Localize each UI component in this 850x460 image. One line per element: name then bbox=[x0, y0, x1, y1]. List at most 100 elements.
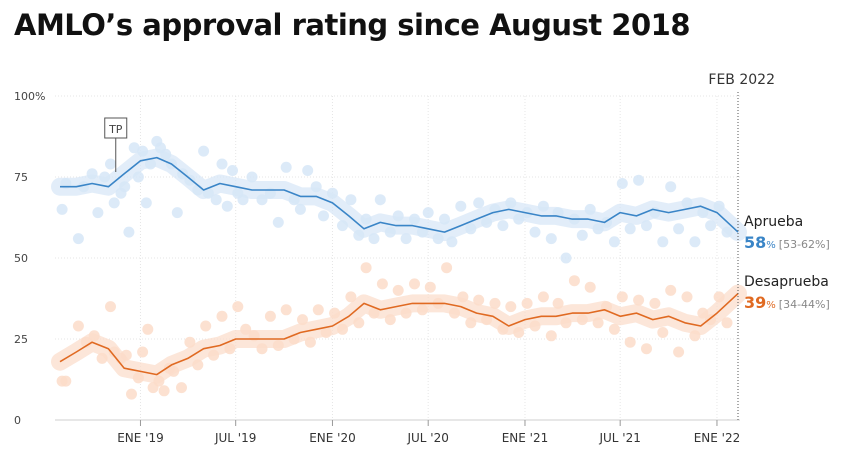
aprueba-point bbox=[221, 200, 233, 212]
desaprueba-point bbox=[689, 330, 701, 342]
desaprueba-point bbox=[697, 307, 709, 319]
marker-label: FEB 2022 bbox=[708, 72, 775, 88]
desaprueba-point bbox=[529, 320, 541, 332]
aprueba-point bbox=[198, 145, 210, 157]
desaprueba-point bbox=[120, 349, 132, 361]
desaprueba-point bbox=[392, 284, 404, 296]
aprueba-point bbox=[657, 236, 669, 248]
aprueba-point bbox=[432, 233, 444, 245]
desaprueba-latest-value: 39 bbox=[744, 293, 766, 312]
desaprueba-point bbox=[449, 307, 460, 319]
aprueba-point bbox=[689, 236, 701, 248]
desaprueba-point bbox=[673, 346, 685, 358]
aprueba-point bbox=[108, 197, 120, 209]
aprueba-point bbox=[409, 213, 420, 225]
desaprueba-point bbox=[168, 365, 180, 377]
aprueba-point bbox=[280, 161, 292, 173]
aprueba-point bbox=[592, 223, 604, 235]
aprueba-point bbox=[368, 233, 380, 245]
aprueba-line bbox=[60, 156, 739, 233]
desaprueba-point bbox=[353, 317, 365, 329]
desaprueba-point bbox=[184, 336, 196, 348]
x-tick-label: JUL '19 bbox=[214, 431, 256, 445]
desaprueba-point bbox=[360, 262, 372, 274]
desaprueba-point bbox=[552, 297, 564, 309]
desaprueba-point bbox=[200, 320, 212, 332]
desaprueba-point bbox=[158, 385, 170, 397]
aprueba-point bbox=[673, 223, 685, 235]
desaprueba-latest-range: [34-44%] bbox=[779, 298, 830, 311]
aprueba-point bbox=[641, 220, 652, 232]
desaprueba-point bbox=[665, 284, 677, 296]
aprueba-point bbox=[560, 252, 572, 264]
desaprueba-point bbox=[208, 349, 220, 361]
annotation-label: TP bbox=[108, 123, 123, 136]
desaprueba-point bbox=[137, 346, 149, 358]
x-tick-label: ENE '21 bbox=[502, 431, 549, 445]
desaprueba-point bbox=[142, 323, 154, 335]
aprueba-point bbox=[608, 236, 620, 248]
aprueba-point bbox=[123, 226, 135, 238]
desaprueba-point bbox=[320, 327, 332, 338]
aprueba-point bbox=[171, 207, 183, 219]
aprueba-point bbox=[481, 216, 493, 228]
aprueba-point bbox=[697, 207, 709, 219]
desaprueba-point bbox=[126, 388, 137, 400]
desaprueba-point bbox=[400, 307, 412, 319]
aprueba-latest-range: [53-62%] bbox=[779, 238, 830, 251]
grid bbox=[55, 95, 740, 421]
aprueba-point bbox=[256, 194, 268, 206]
aprueba-point bbox=[422, 207, 434, 219]
desaprueba-point bbox=[272, 340, 284, 351]
aprueba-point bbox=[416, 226, 428, 238]
desaprueba-point bbox=[505, 301, 517, 313]
desaprueba-point bbox=[240, 323, 252, 335]
aprueba-point bbox=[119, 181, 131, 193]
desaprueba-name: Desaprueba bbox=[744, 274, 829, 290]
desaprueba-point bbox=[624, 336, 636, 348]
desaprueba-point bbox=[304, 336, 316, 348]
aprueba-point bbox=[392, 210, 404, 222]
aprueba-point bbox=[288, 194, 300, 206]
y-tick-label: 0 bbox=[14, 414, 21, 427]
aprueba-point bbox=[294, 203, 306, 215]
desaprueba-point bbox=[497, 323, 509, 335]
desaprueba-point bbox=[232, 301, 244, 313]
aprueba-point bbox=[353, 229, 365, 241]
desaprueba-point bbox=[713, 291, 725, 303]
desaprueba-point bbox=[568, 275, 580, 287]
aprueba-point bbox=[140, 197, 152, 209]
trend-bands bbox=[51, 148, 747, 384]
aprueba-point bbox=[272, 216, 284, 228]
aprueba-point bbox=[633, 174, 645, 186]
desaprueba-point bbox=[489, 297, 501, 309]
desaprueba-point bbox=[297, 314, 308, 326]
x-tick-label: ENE '20 bbox=[309, 431, 356, 445]
aprueba-point bbox=[545, 233, 557, 245]
aprueba-point bbox=[92, 207, 104, 219]
aprueba-point bbox=[56, 203, 68, 215]
desaprueba-point bbox=[384, 314, 396, 326]
desaprueba-point bbox=[416, 304, 428, 316]
desaprueba-point bbox=[521, 297, 533, 309]
desaprueba-point bbox=[96, 352, 108, 364]
desaprueba-point bbox=[584, 281, 596, 293]
aprueba-point bbox=[713, 200, 725, 212]
aprueba-point bbox=[624, 223, 636, 235]
desaprueba-point bbox=[424, 281, 436, 293]
aprueba-point bbox=[128, 142, 140, 154]
x-tick-label: ENE '22 bbox=[694, 431, 741, 445]
desaprueba-point bbox=[560, 317, 572, 329]
desaprueba-point bbox=[545, 330, 557, 342]
aprueba-point bbox=[455, 200, 467, 212]
trend-lines bbox=[59, 156, 739, 376]
aprueba-latest-value: 58 bbox=[744, 233, 766, 252]
chart-title: AMLO’s approval rating since August 2018 bbox=[14, 8, 691, 42]
desaprueba-point bbox=[441, 262, 453, 274]
aprueba-point bbox=[227, 165, 238, 176]
desaprueba-point bbox=[153, 375, 165, 387]
aprueba-point bbox=[86, 168, 98, 180]
aprueba-point bbox=[374, 194, 386, 206]
